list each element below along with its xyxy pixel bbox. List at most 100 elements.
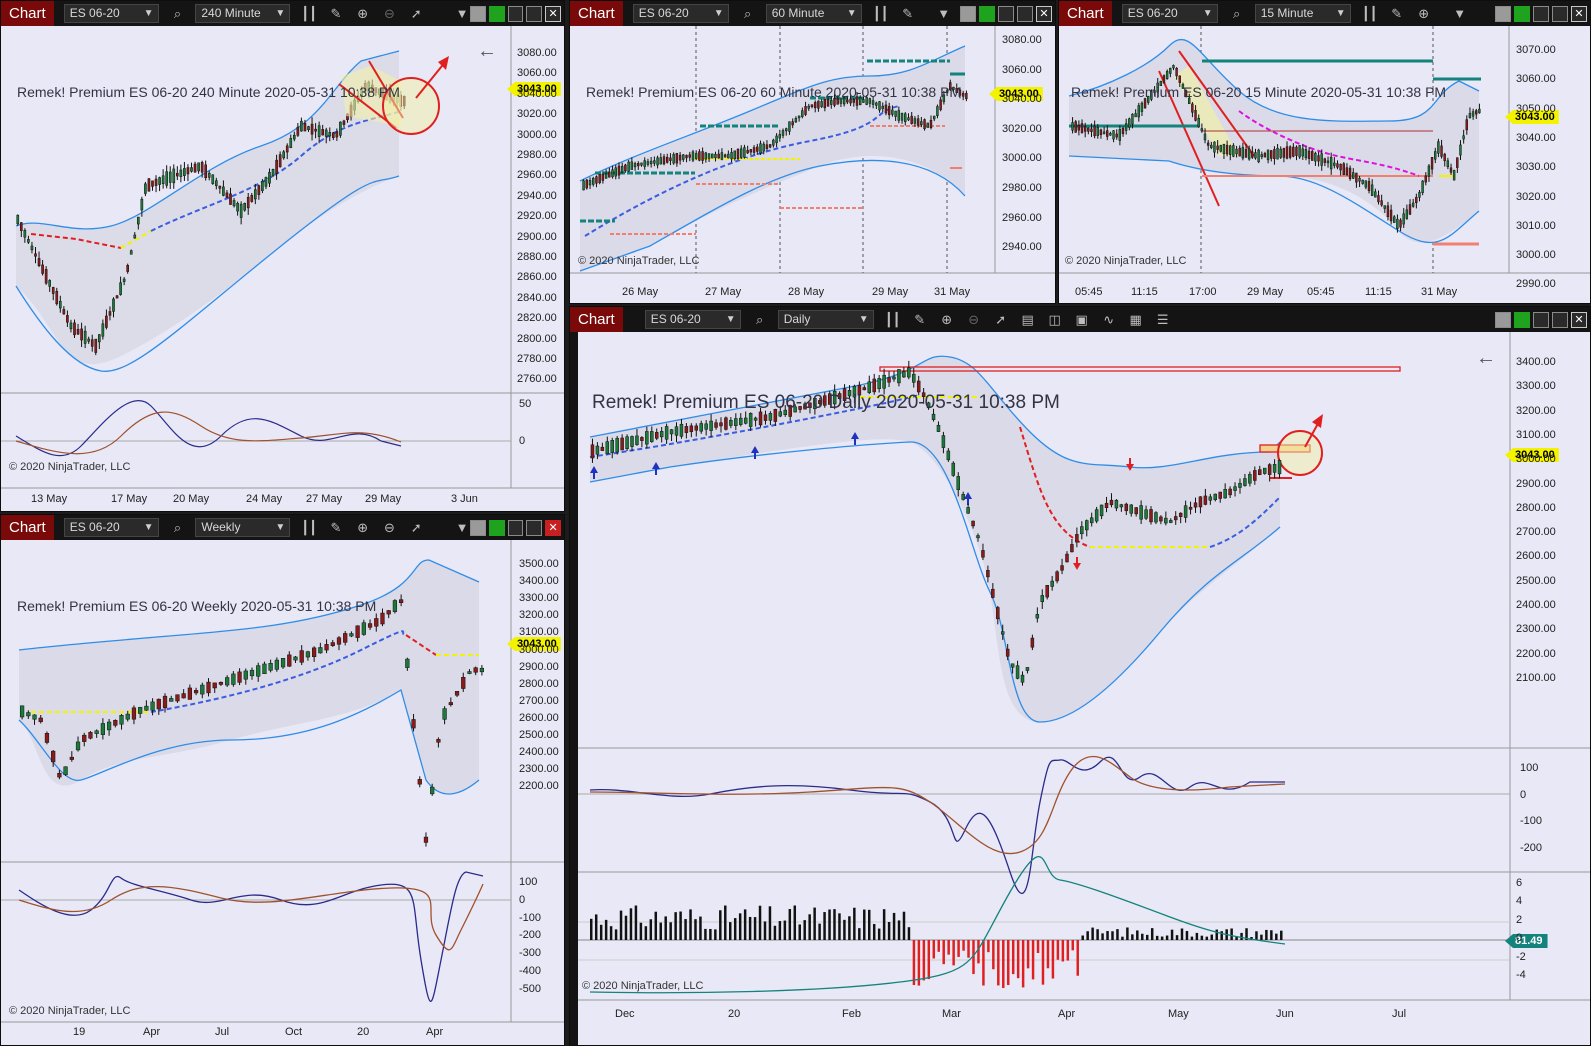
menu-chevron-icon[interactable]: ▼: [455, 6, 469, 21]
pointer-icon[interactable]: ➚: [995, 311, 1007, 327]
price-chart[interactable]: [1, 26, 565, 512]
zoom-in-icon[interactable]: ⊕: [1418, 5, 1430, 21]
pencil-icon[interactable]: ✎: [914, 311, 926, 327]
back-arrow-icon[interactable]: ←: [477, 40, 497, 62]
chart-tab[interactable]: Chart: [1, 1, 54, 26]
histogram-bar: [619, 910, 623, 940]
instrument-selector[interactable]: ES 06-20 ▼: [1121, 4, 1218, 23]
properties-icon[interactable]: ▤: [1021, 311, 1034, 327]
search-icon[interactable]: ⌕: [756, 311, 764, 327]
window-green-button[interactable]: [488, 519, 505, 536]
time-tick: 29 May: [1247, 286, 1284, 298]
menu-chevron-icon[interactable]: ▼: [455, 520, 469, 535]
price-chart[interactable]: [570, 26, 1056, 304]
minimize-button[interactable]: [507, 519, 524, 536]
zoom-out-icon[interactable]: ⊖: [384, 5, 395, 21]
close-button[interactable]: ✕: [545, 5, 561, 22]
candle-body: [608, 171, 611, 178]
plot-area[interactable]: Remek! Premium ES 06-20 Weekly 2020-05-3…: [1, 540, 564, 1045]
maximize-button[interactable]: [526, 5, 543, 22]
window-green-button[interactable]: [979, 5, 995, 22]
window-gray-button[interactable]: [469, 519, 486, 536]
osc-tick: -400: [519, 965, 542, 977]
minimize-button[interactable]: [998, 5, 1014, 22]
list-icon[interactable]: ☰: [1156, 311, 1169, 327]
plot-area[interactable]: Remek! Premium ES 06-20 Daily 2020-05-31…: [570, 332, 1590, 1045]
window-gray-button[interactable]: [469, 5, 486, 22]
zoom-out-icon[interactable]: ⊖: [968, 311, 980, 327]
candle-body: [672, 154, 675, 164]
strategies-icon[interactable]: ∿: [1103, 311, 1115, 327]
menu-chevron-icon[interactable]: ▼: [937, 6, 951, 21]
zoom-out-icon[interactable]: ⊖: [384, 519, 395, 535]
pointer-icon[interactable]: ➚: [410, 5, 422, 21]
window-gray-button[interactable]: [1495, 311, 1511, 328]
instrument-selector[interactable]: ES 06-20 ▼: [63, 518, 159, 537]
candle-body: [1150, 91, 1153, 100]
window-gray-button[interactable]: [1495, 5, 1511, 22]
price-chart[interactable]: [1, 540, 565, 1046]
back-arrow-icon[interactable]: ←: [1476, 347, 1496, 369]
histogram-bar: [1011, 940, 1015, 975]
interval-selector[interactable]: Weekly ▼: [195, 518, 291, 537]
instrument-selector[interactable]: ES 06-20 ▼: [63, 4, 159, 23]
pointer-icon[interactable]: ➚: [410, 519, 422, 535]
panels-icon[interactable]: ◫: [1048, 311, 1061, 327]
close-button[interactable]: ✕: [545, 519, 561, 536]
pencil-icon[interactable]: ✎: [330, 5, 342, 21]
candle-body: [87, 338, 90, 342]
minimize-button[interactable]: [507, 5, 524, 22]
instrument-selector[interactable]: ES 06-20 ▼: [632, 4, 729, 23]
maximize-button[interactable]: [1552, 5, 1568, 22]
instrument-icon[interactable]: ▣: [1075, 311, 1088, 327]
interval-selector[interactable]: 60 Minute ▼: [765, 4, 862, 23]
chart-tab[interactable]: Chart: [1059, 1, 1112, 26]
instrument-selector[interactable]: ES 06-20 ▼: [644, 310, 741, 329]
plot-area[interactable]: Remek! Premium ES 06-20 240 Minute 2020-…: [1, 26, 564, 511]
pencil-icon[interactable]: ✎: [902, 5, 914, 21]
search-icon[interactable]: ⌕: [744, 5, 752, 21]
candle-body: [349, 633, 354, 637]
minimize-button[interactable]: [1533, 5, 1549, 22]
price-chart[interactable]: [1059, 26, 1591, 304]
price-chart[interactable]: [570, 332, 1591, 1046]
maximize-button[interactable]: [1017, 5, 1033, 22]
zoom-in-icon[interactable]: ⊕: [941, 311, 953, 327]
search-icon[interactable]: ⌕: [1233, 5, 1241, 21]
candle-body: [1193, 502, 1198, 508]
candle-body: [951, 462, 956, 476]
candle-body: [1197, 117, 1200, 128]
window-green-button[interactable]: [1514, 311, 1530, 328]
search-icon[interactable]: ⌕: [173, 5, 182, 21]
candle-body: [679, 423, 684, 437]
menu-chevron-icon[interactable]: ▼: [1453, 6, 1467, 21]
window-green-button[interactable]: [488, 5, 505, 22]
interval-selector[interactable]: 240 Minute ▼: [195, 4, 291, 23]
bar-style-icon[interactable]: ┃┃: [872, 5, 889, 21]
chart-tab[interactable]: Chart: [570, 1, 623, 26]
minimize-button[interactable]: [1533, 311, 1549, 328]
interval-selector[interactable]: 15 Minute ▼: [1254, 4, 1351, 23]
plot-area[interactable]: Remek! Premium ES 06-20 60 Minute 2020-0…: [570, 26, 1055, 303]
bar-style-icon[interactable]: ┃┃: [884, 311, 901, 327]
search-icon[interactable]: ⌕: [173, 519, 182, 535]
close-button[interactable]: ✕: [1571, 311, 1587, 328]
plot-area[interactable]: Remek! Premium ES 06-20 15 Minute 2020-0…: [1059, 26, 1590, 303]
indicators-icon[interactable]: ▦: [1129, 311, 1142, 327]
bar-style-icon[interactable]: ┃┃: [301, 5, 317, 21]
bar-style-icon[interactable]: ┃┃: [1361, 5, 1378, 21]
pencil-icon[interactable]: ✎: [1391, 5, 1403, 21]
pencil-icon[interactable]: ✎: [330, 519, 342, 535]
chart-tab[interactable]: Chart: [570, 307, 623, 332]
maximize-button[interactable]: [526, 519, 543, 536]
window-green-button[interactable]: [1514, 5, 1530, 22]
zoom-in-icon[interactable]: ⊕: [357, 519, 369, 535]
window-gray-button[interactable]: [960, 5, 976, 22]
chart-tab[interactable]: Chart: [1, 515, 54, 540]
close-button[interactable]: ✕: [1571, 5, 1587, 22]
bar-style-icon[interactable]: ┃┃: [301, 519, 317, 535]
close-button[interactable]: ✕: [1036, 5, 1052, 22]
maximize-button[interactable]: [1552, 311, 1568, 328]
zoom-in-icon[interactable]: ⊕: [357, 5, 369, 21]
interval-selector[interactable]: Daily ▼: [777, 310, 874, 329]
